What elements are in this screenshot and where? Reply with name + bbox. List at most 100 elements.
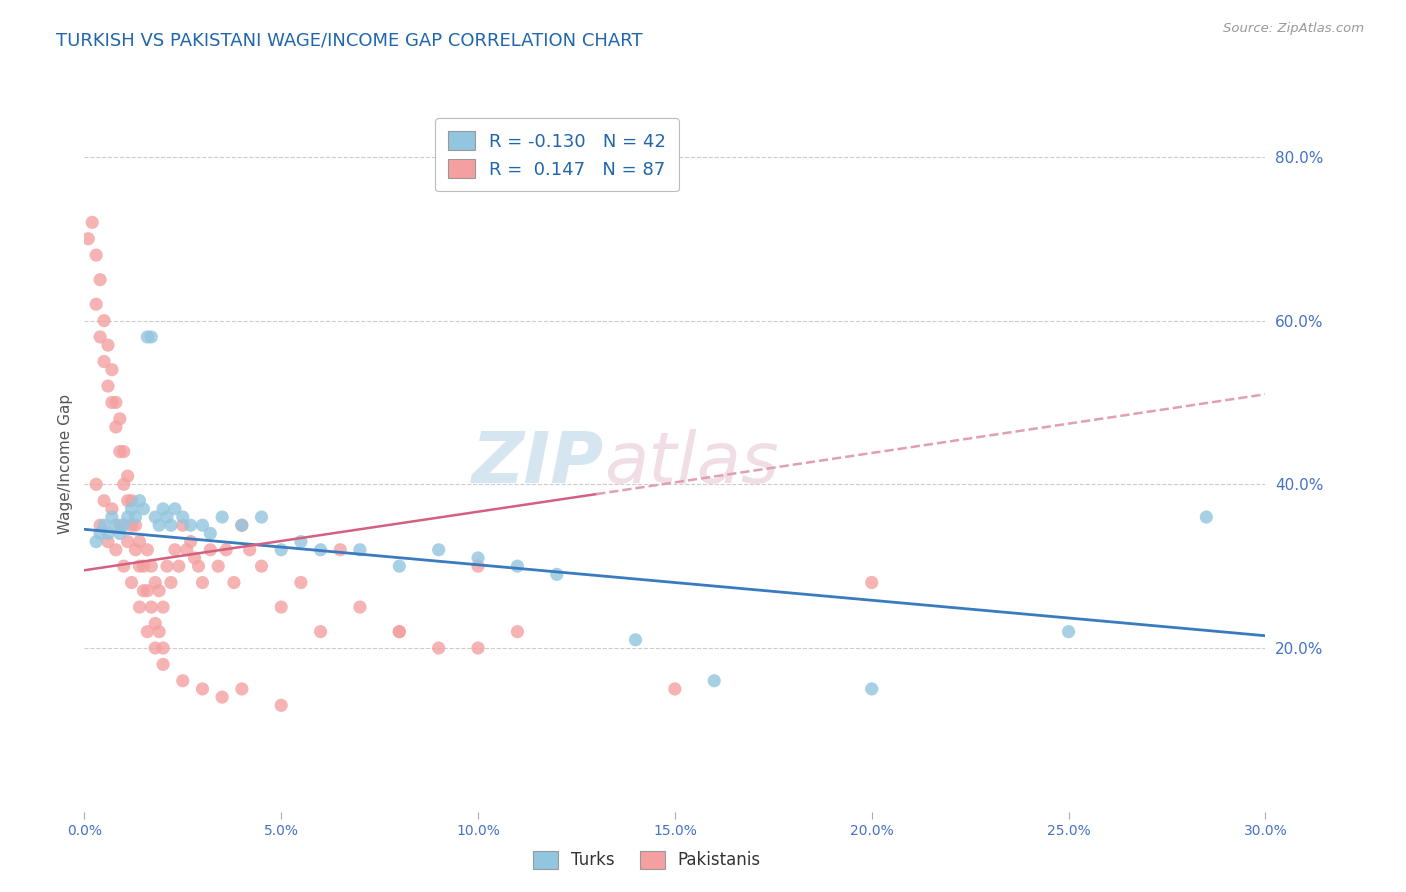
Point — [112, 559, 135, 574]
Point — [191, 518, 214, 533]
Point — [239, 542, 262, 557]
Point — [703, 673, 725, 688]
Point — [349, 542, 371, 557]
Point — [84, 534, 107, 549]
Point — [388, 624, 411, 639]
Point — [349, 600, 371, 615]
Point — [152, 600, 174, 615]
Point — [124, 518, 146, 533]
Point — [132, 583, 155, 598]
Point — [309, 624, 332, 639]
Point — [93, 354, 115, 368]
Point — [388, 624, 411, 639]
Point — [143, 616, 166, 631]
Point — [104, 395, 127, 409]
Text: ZIP: ZIP — [472, 429, 605, 499]
Point — [108, 444, 131, 458]
Point — [117, 469, 139, 483]
Point — [270, 698, 292, 713]
Point — [467, 551, 489, 566]
Point — [231, 518, 253, 533]
Legend: Turks, Pakistanis: Turks, Pakistanis — [523, 840, 770, 880]
Point — [250, 559, 273, 574]
Point — [141, 330, 163, 344]
Point — [121, 493, 143, 508]
Point — [270, 600, 292, 615]
Point — [506, 559, 529, 574]
Point — [388, 559, 411, 574]
Point — [290, 575, 312, 590]
Point — [143, 575, 166, 590]
Point — [124, 510, 146, 524]
Point — [624, 632, 647, 647]
Point — [77, 232, 100, 246]
Point — [124, 542, 146, 557]
Point — [200, 542, 222, 557]
Point — [1057, 624, 1080, 639]
Point — [163, 501, 186, 516]
Point — [860, 575, 883, 590]
Point — [172, 673, 194, 688]
Point — [143, 510, 166, 524]
Point — [215, 542, 238, 557]
Point — [191, 681, 214, 696]
Point — [89, 518, 111, 533]
Point — [167, 559, 190, 574]
Point — [546, 567, 568, 582]
Text: TURKISH VS PAKISTANI WAGE/INCOME GAP CORRELATION CHART: TURKISH VS PAKISTANI WAGE/INCOME GAP COR… — [56, 31, 643, 49]
Point — [112, 477, 135, 491]
Point — [143, 640, 166, 655]
Point — [211, 690, 233, 705]
Point — [93, 313, 115, 327]
Point — [467, 640, 489, 655]
Point — [148, 624, 170, 639]
Point — [132, 559, 155, 574]
Point — [148, 518, 170, 533]
Point — [84, 297, 107, 311]
Point — [89, 330, 111, 344]
Point — [84, 477, 107, 491]
Point — [148, 583, 170, 598]
Point — [97, 379, 120, 393]
Point — [231, 681, 253, 696]
Point — [427, 542, 450, 557]
Point — [101, 362, 124, 376]
Point — [163, 542, 186, 557]
Point — [309, 542, 332, 557]
Point — [160, 575, 183, 590]
Point — [121, 501, 143, 516]
Point — [97, 526, 120, 541]
Point — [152, 657, 174, 672]
Point — [89, 273, 111, 287]
Point — [187, 559, 209, 574]
Point — [427, 640, 450, 655]
Point — [136, 583, 159, 598]
Point — [112, 518, 135, 533]
Text: Source: ZipAtlas.com: Source: ZipAtlas.com — [1223, 22, 1364, 36]
Point — [117, 510, 139, 524]
Point — [97, 534, 120, 549]
Point — [141, 559, 163, 574]
Point — [93, 518, 115, 533]
Text: atlas: atlas — [605, 429, 779, 499]
Point — [211, 510, 233, 524]
Point — [136, 542, 159, 557]
Point — [121, 518, 143, 533]
Point — [1195, 510, 1218, 524]
Point — [112, 444, 135, 458]
Point — [200, 526, 222, 541]
Point — [860, 681, 883, 696]
Y-axis label: Wage/Income Gap: Wage/Income Gap — [58, 393, 73, 534]
Point — [121, 575, 143, 590]
Point — [231, 518, 253, 533]
Point — [104, 420, 127, 434]
Point — [152, 501, 174, 516]
Point — [89, 526, 111, 541]
Point — [128, 600, 150, 615]
Point — [97, 338, 120, 352]
Point — [136, 624, 159, 639]
Point — [156, 559, 179, 574]
Point — [250, 510, 273, 524]
Point — [191, 575, 214, 590]
Point — [183, 551, 205, 566]
